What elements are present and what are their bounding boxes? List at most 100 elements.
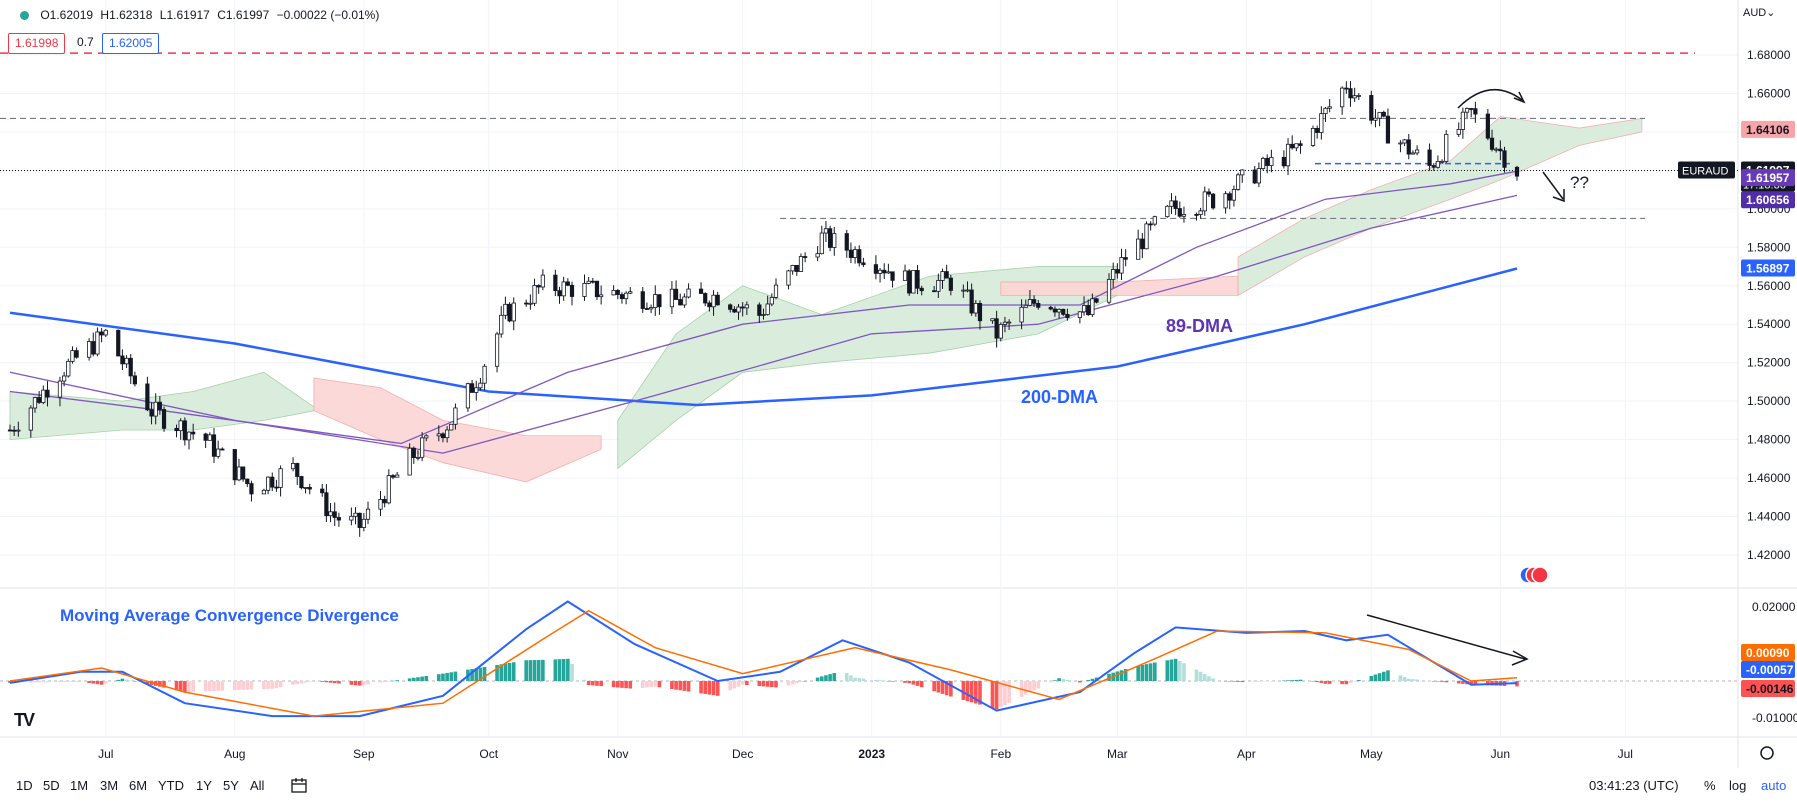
macd-histogram-bar: [1261, 681, 1265, 682]
macd-histogram-bar: [158, 681, 162, 687]
candle-up: [1319, 113, 1324, 133]
range-1d-button[interactable]: 1D: [16, 778, 33, 793]
candle-down: [469, 383, 475, 393]
macd-histogram-bar: [378, 681, 383, 683]
candle-down: [1385, 115, 1391, 144]
candle-down: [295, 463, 300, 477]
candle-up: [278, 468, 283, 488]
macd-histogram-bar: [599, 681, 603, 687]
log-scale-toggle[interactable]: log: [1729, 778, 1747, 793]
candle-down: [1427, 149, 1432, 166]
macd-histogram-bar: [420, 676, 424, 681]
sell-button[interactable]: 1.61998: [8, 33, 66, 54]
macd-histogram-bar: [1136, 665, 1140, 681]
candle-down: [1173, 200, 1178, 209]
candle-up: [682, 296, 687, 306]
candle-down: [245, 478, 250, 484]
candle-up: [961, 289, 966, 292]
macd-histogram-bar: [1082, 681, 1086, 682]
macd-histogram-bar: [932, 681, 936, 692]
percent-scale-toggle[interactable]: %: [1704, 778, 1716, 793]
candle-up: [648, 307, 654, 310]
candle-down: [828, 228, 833, 248]
candle-down: [536, 285, 541, 288]
macd-histogram-bar: [124, 679, 129, 681]
macd-histogram-bar: [470, 668, 474, 681]
macd-title: Moving Average Convergence Divergence: [60, 606, 399, 625]
candle-up: [611, 290, 616, 296]
candle-up: [216, 448, 221, 457]
macd-histogram-bar: [1406, 678, 1411, 681]
macd-histogram-bar: [45, 681, 50, 683]
candle-down: [1123, 257, 1128, 260]
macd-histogram-bar: [266, 681, 270, 689]
candle-up: [453, 407, 458, 425]
macd-value-tag: -0.00057: [1746, 663, 1794, 677]
range-3m-button[interactable]: 3M: [100, 778, 119, 793]
range-5d-button[interactable]: 5D: [43, 778, 60, 793]
candle-up: [303, 487, 308, 489]
range-5y-button[interactable]: 5Y: [223, 778, 239, 793]
candle-up: [1323, 107, 1328, 115]
candle-down: [640, 291, 645, 309]
date-range-icon[interactable]: [290, 776, 310, 794]
high-value: H1.62318: [100, 8, 153, 22]
range-6m-button[interactable]: 6M: [129, 778, 148, 793]
macd-histogram-bar: [857, 678, 862, 681]
candle-up: [815, 253, 820, 258]
candle-down: [145, 383, 150, 411]
macd-histogram-bar: [1007, 681, 1011, 703]
candle-down: [241, 466, 246, 480]
candle-up: [32, 397, 38, 409]
currency-selector[interactable]: AUD⌄: [1743, 7, 1776, 19]
grid: [0, 0, 1797, 768]
macd-histogram-bar: [1028, 681, 1032, 693]
ma-200-DMA: [9, 267, 1518, 407]
ohlc-legend: O1.62019 H1.62318 L1.61917 C1.61997 −0.0…: [20, 8, 383, 22]
candle-down: [844, 233, 849, 251]
macd-histogram-bar: [103, 681, 108, 684]
macd-histogram-bar: [1177, 660, 1182, 681]
candle-up: [407, 447, 412, 476]
candle-down: [1115, 269, 1120, 274]
candle-up: [266, 476, 271, 491]
range-all-button[interactable]: All: [250, 778, 265, 793]
macd-histogram-bar: [595, 681, 599, 686]
macd-histogram-bar: [174, 681, 179, 691]
candle-up: [798, 256, 804, 272]
utc-clock[interactable]: 03:41:23 (UTC): [1589, 778, 1679, 793]
range-1y-button[interactable]: 1Y: [196, 778, 212, 793]
candle-up: [494, 333, 500, 367]
change-value: −0.00022 (−0.01%): [276, 8, 380, 22]
candle-down: [619, 294, 625, 300]
economic-event-icon: [1531, 566, 1549, 584]
candle-down: [191, 431, 196, 435]
candle-down: [757, 304, 762, 316]
candle-up: [436, 433, 441, 437]
macd-histogram-bar: [615, 681, 620, 688]
candle-down: [932, 290, 937, 293]
macd-histogram-bar: [511, 662, 516, 681]
macd-histogram-bar: [582, 679, 587, 681]
candle-up: [586, 280, 591, 284]
macd-histogram-bar: [162, 681, 166, 688]
candle-up: [124, 357, 129, 365]
macd-histogram-bar: [978, 681, 982, 705]
candle-down: [707, 302, 712, 308]
macd-histogram-bar: [1373, 674, 1378, 681]
macd-histogram-bar: [882, 680, 887, 682]
candle-down: [553, 274, 558, 292]
macd-histogram-bar: [645, 681, 649, 688]
candle-up: [378, 499, 383, 510]
macd-histogram-bar: [362, 681, 366, 685]
range-1m-button[interactable]: 1M: [70, 778, 89, 793]
macd-histogram-bar: [70, 681, 75, 682]
macd-histogram-bar: [770, 681, 774, 688]
range-ytd-button[interactable]: YTD: [158, 778, 184, 793]
buy-button[interactable]: 1.62005: [102, 33, 160, 54]
auto-scale-toggle[interactable]: auto: [1761, 778, 1787, 793]
y-tick-label: 1.54000: [1747, 317, 1791, 331]
settings-gear-icon: [1760, 746, 1774, 760]
candle-down: [1344, 87, 1349, 90]
